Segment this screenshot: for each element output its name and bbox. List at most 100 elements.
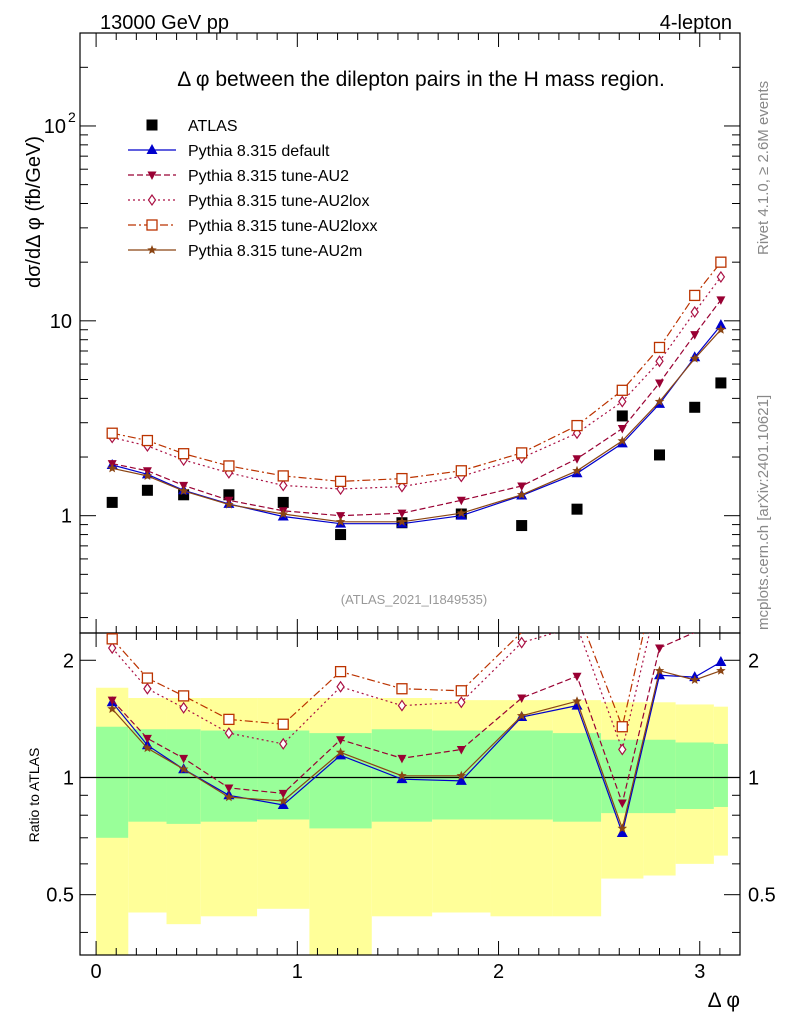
ratio-line [111, 633, 695, 806]
marker [516, 520, 528, 532]
ratio-tick-label-right: 2 [748, 650, 759, 672]
legend-label: Pythia 8.315 tune-AU2m [188, 243, 362, 260]
marker [178, 764, 189, 774]
marker [397, 516, 407, 526]
ratio-series [106, 633, 727, 838]
marker [654, 449, 666, 461]
marker [397, 754, 407, 764]
green-band-11 [643, 739, 676, 814]
marker [653, 341, 666, 354]
green-band-3 [200, 730, 258, 822]
legend: ATLAS Pythia 8.315 default Pythia 8.315 tu… [128, 118, 377, 260]
marker [179, 754, 189, 764]
marker [396, 773, 408, 784]
green-band-13 [713, 743, 728, 807]
marker [107, 463, 117, 473]
marker [146, 119, 158, 131]
legend-item-5: Pythia 8.315 tune-AU2m [128, 243, 362, 260]
marker [616, 384, 628, 396]
marker [690, 331, 700, 340]
legend-label: Pythia 8.315 default [188, 143, 330, 160]
ratio-series-2 [107, 633, 695, 808]
marker [224, 784, 234, 793]
main-frame [79, 32, 741, 634]
marker [223, 460, 235, 472]
marker [456, 770, 467, 780]
x-tick-label: 0 [91, 961, 102, 983]
marker [516, 710, 527, 720]
series-1 [106, 319, 727, 528]
marker [142, 734, 152, 744]
marker [571, 503, 583, 515]
marker [223, 713, 235, 726]
marker [516, 447, 528, 459]
legend-item-0: ATLAS [146, 118, 238, 135]
series-line [112, 276, 722, 490]
marker [278, 796, 288, 806]
legend-label: Pythia 8.315 tune-AU2loxx [188, 218, 377, 235]
marker [146, 219, 158, 231]
green-band-8 [490, 730, 553, 820]
marker [690, 305, 699, 319]
y-tick-label: 10 [50, 311, 72, 333]
marker [334, 665, 347, 678]
marker [716, 665, 726, 675]
ratio-series-5 [107, 665, 726, 833]
y-tick-exponent: 2 [68, 109, 76, 125]
marker [142, 743, 153, 753]
series-line [112, 324, 722, 525]
marker [335, 747, 346, 757]
main-series [106, 256, 727, 541]
marker [147, 193, 157, 207]
series-4 [106, 256, 727, 488]
legend-label: ATLAS [188, 118, 238, 135]
marker [278, 509, 288, 519]
marker [654, 396, 665, 406]
marker [336, 512, 346, 521]
marker [715, 319, 727, 330]
header-right: 4-lepton [660, 12, 732, 34]
y-tick-label: 1 [61, 506, 72, 528]
ratio-series-3 [107, 633, 651, 756]
marker [618, 743, 627, 756]
marker [146, 144, 158, 154]
marker [106, 633, 118, 645]
marker [655, 355, 664, 368]
x-tick-label: 2 [493, 961, 504, 983]
legend-item-3: Pythia 8.315 tune-AU2lox [128, 193, 369, 210]
series-3 [107, 270, 726, 496]
marker [616, 410, 628, 422]
mcplots-label: mcplots.cern.ch [arXiv:2401.10621] [755, 395, 772, 630]
marker [147, 171, 157, 180]
marker [143, 682, 152, 695]
series-0 [106, 377, 727, 541]
marker [655, 644, 665, 654]
marker [655, 379, 665, 388]
marker [141, 484, 153, 496]
marker [571, 419, 583, 432]
series-2 [107, 296, 726, 521]
marker [517, 482, 527, 492]
marker [689, 674, 700, 685]
marker [106, 427, 118, 439]
marker [456, 508, 467, 518]
x-axis-title: Δ φ [708, 989, 740, 1012]
x-tick-label: 3 [694, 961, 705, 983]
marker [716, 324, 726, 334]
legend-item-4: Pythia 8.315 tune-AU2loxx [128, 218, 377, 235]
series-line [112, 299, 722, 517]
marker [715, 256, 727, 268]
marker [517, 694, 527, 704]
marker [456, 745, 466, 755]
ratio-tick-label-right: 1 [748, 767, 759, 789]
marker [278, 789, 288, 799]
marker [224, 792, 234, 802]
chart-title: Δ φ between the dilepton pairs in the H … [177, 68, 665, 91]
marker [572, 465, 582, 475]
marker [178, 485, 189, 495]
ratio-series-4 [106, 633, 645, 733]
marker [396, 472, 408, 485]
marker [689, 289, 701, 302]
marker [336, 680, 345, 693]
marker [335, 516, 346, 526]
